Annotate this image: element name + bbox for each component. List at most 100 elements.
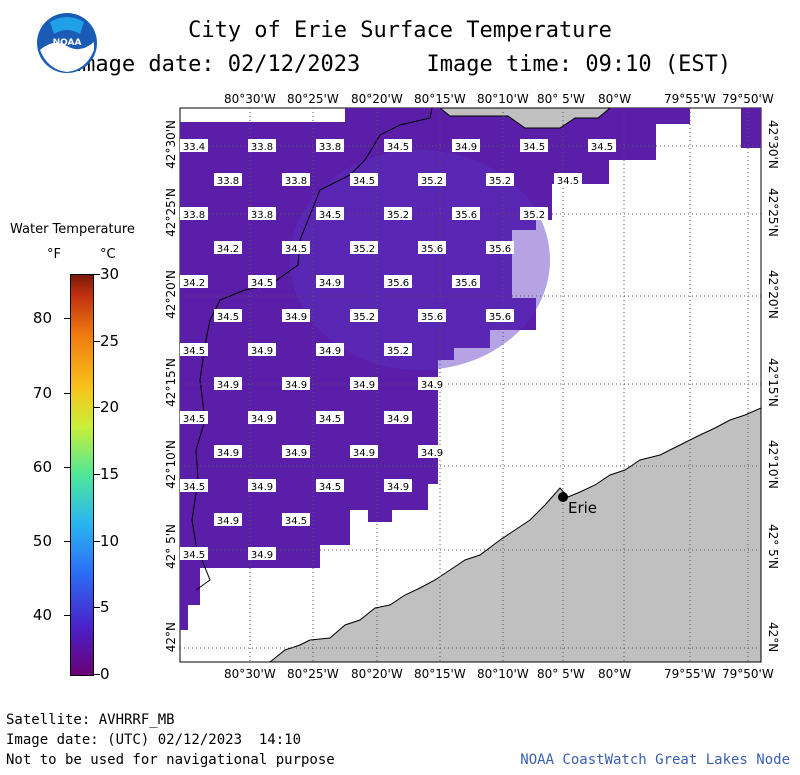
- temperature-label: 35.6: [418, 241, 446, 255]
- legend-f-tick-60: 60: [32, 457, 52, 476]
- svg-text:34.9: 34.9: [251, 482, 273, 493]
- pennsylvania-land: [268, 407, 762, 663]
- svg-text:34.9: 34.9: [217, 448, 239, 459]
- navigation-disclaimer: Not to be used for navigational purpose: [6, 752, 335, 768]
- temperature-label: 34.5: [180, 479, 208, 493]
- legend-f-tickmark: [64, 466, 70, 468]
- legend-f-tickmark: [64, 540, 70, 542]
- svg-text:34.9: 34.9: [285, 380, 307, 391]
- longitude-label-top: 79°55'W: [664, 92, 716, 106]
- svg-text:34.5: 34.5: [523, 142, 545, 153]
- temperature-label: 34.9: [214, 513, 242, 527]
- svg-text:35.2: 35.2: [489, 176, 511, 187]
- legend-f-tickmark: [64, 392, 70, 394]
- svg-text:34.5: 34.5: [319, 210, 341, 221]
- legend-c-tickmark: [94, 607, 100, 609]
- svg-text:34.9: 34.9: [251, 346, 273, 357]
- svg-text:33.8: 33.8: [183, 210, 205, 221]
- svg-text:34.5: 34.5: [319, 414, 341, 425]
- longitude-label-bot: 80°20'W: [351, 667, 403, 681]
- temperature-label: 35.6: [384, 275, 412, 289]
- ne-water-patch: [741, 108, 761, 148]
- north-shore-land: [438, 107, 612, 129]
- temperature-label: 34.9: [214, 377, 242, 391]
- temperature-label: 34.9: [214, 445, 242, 459]
- legend-f-tickmark: [64, 318, 70, 320]
- svg-text:34.5: 34.5: [183, 482, 205, 493]
- svg-text:35.2: 35.2: [523, 210, 545, 221]
- legend-c-tickmark: [94, 540, 100, 542]
- svg-text:34.5: 34.5: [387, 142, 409, 153]
- latitude-label-right: 42°30'N: [766, 120, 780, 169]
- svg-text:34.5: 34.5: [285, 244, 307, 255]
- longitude-label-top: 79°50'W: [722, 92, 774, 106]
- longitude-label-bot: 80°25'W: [287, 667, 339, 681]
- temperature-label: 34.2: [214, 241, 242, 255]
- latitude-label-left: 42°30'N: [164, 120, 178, 169]
- longitude-label-top: 80°20'W: [351, 92, 403, 106]
- coastwatch-credit: NOAA CoastWatch Great Lakes Node: [520, 752, 790, 768]
- unit-celsius: °C: [100, 247, 116, 262]
- svg-text:34.5: 34.5: [353, 176, 375, 187]
- latitude-label-left: 42°15'N: [164, 358, 178, 407]
- svg-text:33.8: 33.8: [319, 142, 341, 153]
- temperature-label: 35.2: [384, 343, 412, 357]
- temperature-label: 34.9: [248, 547, 276, 561]
- temperature-label: 34.5: [180, 411, 208, 425]
- temperature-label: 34.9: [418, 377, 446, 391]
- legend-f-tick-50: 50: [32, 531, 52, 550]
- temperature-label: 35.2: [350, 309, 378, 323]
- temperature-label: 35.6: [418, 309, 446, 323]
- legend-f-tick-80: 80: [32, 309, 52, 328]
- legend-c-tickmark: [94, 274, 100, 275]
- legend-title: Water Temperature: [10, 222, 135, 237]
- noaa-logo: NOAA: [37, 13, 97, 73]
- temperature-label: 34.5: [282, 241, 310, 255]
- latitude-label-left: 42°20'N: [164, 270, 178, 319]
- svg-text:34.9: 34.9: [217, 380, 239, 391]
- svg-text:34.5: 34.5: [217, 312, 239, 323]
- temperature-label: 34.5: [316, 207, 344, 221]
- lake-erie-water: [180, 108, 690, 630]
- temperature-labels: 33.4 33.8 33.8 34.5 34.9 34.5 34.5 33.8 33.8 34.5…: [180, 139, 616, 561]
- temperature-label: 35.6: [486, 241, 514, 255]
- legend-c-tickmark: [94, 674, 100, 675]
- legend-c-tick-15: 15: [100, 465, 120, 483]
- legend-c-tick-20: 20: [100, 398, 120, 417]
- svg-text:34.9: 34.9: [353, 380, 375, 391]
- temperature-label: 34.5: [316, 479, 344, 493]
- svg-text:34.9: 34.9: [285, 448, 307, 459]
- temperature-label: 33.4: [180, 139, 208, 153]
- svg-text:34.5: 34.5: [183, 550, 205, 561]
- temperature-label: 34.9: [248, 479, 276, 493]
- temperature-label: 35.6: [486, 309, 514, 323]
- svg-text:33.8: 33.8: [217, 176, 239, 187]
- temperature-label: 35.2: [486, 173, 514, 187]
- noaa-logo-text: NOAA: [53, 38, 82, 48]
- svg-text:35.2: 35.2: [387, 346, 409, 357]
- svg-text:35.2: 35.2: [421, 176, 443, 187]
- legend-c-tick-5: 5: [100, 598, 110, 617]
- latitude-label-right: 42°10'N: [766, 440, 780, 489]
- temperature-label: 35.2: [520, 207, 548, 221]
- temperature-label: 34.5: [214, 309, 242, 323]
- svg-text:33.8: 33.8: [251, 142, 273, 153]
- svg-text:34.2: 34.2: [183, 278, 205, 289]
- temperature-label: 34.9: [282, 445, 310, 459]
- svg-text:35.6: 35.6: [421, 312, 443, 323]
- temperature-label: 34.5: [180, 547, 208, 561]
- longitude-label-bot: 80° 5'W: [537, 667, 585, 681]
- svg-text:34.9: 34.9: [387, 414, 409, 425]
- svg-text:34.9: 34.9: [251, 550, 273, 561]
- svg-text:35.2: 35.2: [353, 312, 375, 323]
- svg-text:35.6: 35.6: [455, 210, 477, 221]
- legend-c-tickmark: [94, 407, 100, 409]
- temperature-label: 34.9: [384, 479, 412, 493]
- longitude-label-bot: 80°10'W: [477, 667, 529, 681]
- legend-c-tickmark: [94, 474, 100, 475]
- latitude-label-left: 42°10'N: [164, 440, 178, 489]
- legend-f-tick-70: 70: [32, 383, 52, 402]
- legend-c-tick-0: 0: [100, 665, 110, 683]
- temperature-label: 35.2: [350, 241, 378, 255]
